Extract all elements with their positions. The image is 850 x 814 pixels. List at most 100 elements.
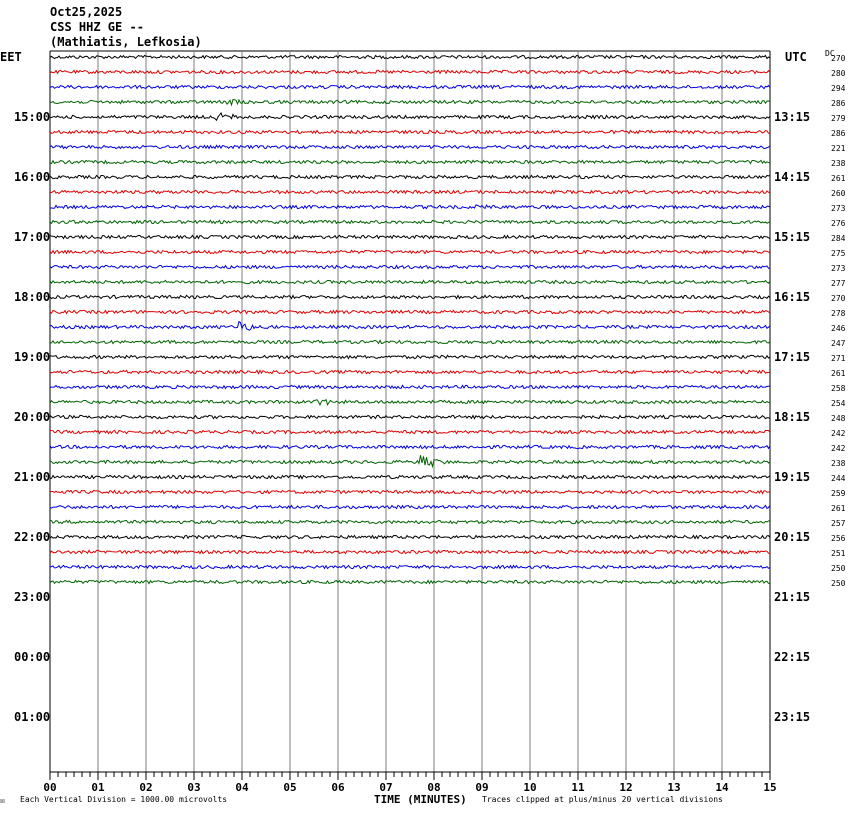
right-hour-label: 16:15 — [774, 290, 810, 304]
right-hour-label: 22:15 — [774, 650, 810, 664]
seismic-trace-line — [49, 249, 771, 255]
right-hour-label: 13:15 — [774, 110, 810, 124]
seismic-trace-line — [49, 579, 771, 585]
x-tick-label: 12 — [619, 781, 632, 794]
dc-offset-label: 286 — [831, 99, 846, 108]
seismic-trace-line — [49, 534, 771, 540]
seismic-trace-line — [49, 129, 771, 135]
right-hour-label: 19:15 — [774, 470, 810, 484]
left-timezone-label: EET — [0, 50, 22, 64]
right-hour-label: 21:15 — [774, 590, 810, 604]
seismic-trace-line — [49, 219, 771, 225]
x-tick-label: 01 — [91, 781, 105, 794]
x-tick-label: 09 — [475, 781, 488, 794]
dc-offset-label: 261 — [831, 174, 846, 183]
right-hour-label: 20:15 — [774, 530, 810, 544]
dc-offset-label: 247 — [831, 339, 846, 348]
seismic-trace-line — [49, 320, 771, 331]
trace-group — [49, 54, 771, 585]
dc-offset-label: 250 — [831, 579, 846, 588]
dc-offset-label: 276 — [831, 219, 846, 228]
left-hour-label: 22:00 — [14, 530, 50, 544]
station-code: CSS HHZ GE -- — [50, 20, 144, 34]
seismic-trace-line — [49, 489, 771, 495]
seismic-trace-line — [50, 519, 771, 525]
dc-offset-label: 270 — [831, 294, 846, 303]
dc-offset-label: 248 — [831, 414, 846, 423]
dc-offset-label: 294 — [831, 84, 846, 93]
grid-lines — [49, 50, 771, 772]
dc-offset-label: 259 — [831, 489, 846, 498]
seismic-trace-line — [49, 54, 771, 60]
seismic-trace-line — [49, 339, 771, 345]
seismic-trace-line — [49, 174, 771, 180]
dc-offset-label: 279 — [831, 114, 846, 123]
seismic-trace-line — [49, 455, 771, 469]
dc-offset-labels: 270 280 294 286 279 286 221 238 261 260 273 276 284 2… — [831, 54, 846, 588]
seismic-trace-line — [49, 354, 771, 360]
dc-offset-label: 250 — [831, 564, 846, 573]
right-hour-label: 14:15 — [774, 170, 810, 184]
dc-offset-label: 286 — [831, 129, 846, 138]
seismic-trace-line — [49, 549, 771, 555]
left-hour-label: 20:00 — [14, 410, 50, 424]
left-hour-label: 01:00 — [14, 710, 50, 724]
x-tick-label: 06 — [331, 781, 345, 794]
corner-mark: ☒ — [0, 796, 5, 805]
seismic-trace-line — [49, 564, 771, 570]
dc-offset-label: 273 — [831, 204, 846, 213]
x-tick-label: 03 — [187, 781, 200, 794]
right-timezone-label: UTC — [785, 50, 807, 64]
dc-offset-label: 261 — [831, 504, 846, 513]
seismic-trace-line — [49, 204, 771, 210]
dc-offset-label: 261 — [831, 369, 846, 378]
left-hour-label: 15:00 — [14, 110, 50, 124]
seismic-trace-line — [49, 504, 771, 510]
vertical-division-note: Each Vertical Division = 1000.00 microvo… — [20, 795, 227, 804]
x-axis: 00 01 02 03 04 05 06 07 08 09 10 11 12 13 14 15 — [43, 771, 777, 794]
dc-offset-label: 275 — [831, 249, 846, 258]
dc-offset-label: 273 — [831, 264, 846, 273]
right-hour-label: 18:15 — [774, 410, 810, 424]
seismic-trace-line — [49, 309, 771, 315]
clip-note: Traces clipped at plus/minus 20 vertical… — [482, 795, 723, 804]
dc-offset-label: 278 — [831, 309, 846, 318]
hour-labels: 15:00 16:00 17:00 18:00 19:00 20:00 21:00 22:00… — [14, 110, 810, 724]
x-tick-label: 05 — [283, 781, 296, 794]
dc-offset-label: 238 — [831, 159, 846, 168]
right-hour-label: 15:15 — [774, 230, 810, 244]
seismic-trace-line — [49, 429, 771, 435]
dc-offset-label: 271 — [831, 354, 846, 363]
dc-offset-label: 221 — [831, 144, 846, 153]
dc-offset-label: 277 — [831, 279, 846, 288]
seismic-trace-line — [49, 189, 771, 195]
x-tick-label: 04 — [235, 781, 249, 794]
left-hour-label: 23:00 — [14, 590, 50, 604]
x-tick-label: 15 — [763, 781, 776, 794]
dc-header-label: DC — [825, 49, 835, 58]
seismic-trace-line — [49, 159, 771, 165]
dc-offset-label: 270 — [831, 54, 846, 63]
seismic-trace-line — [49, 384, 771, 390]
dc-offset-label: 280 — [831, 69, 846, 78]
seismic-trace-line — [49, 234, 771, 240]
seismic-trace-line — [49, 294, 771, 300]
seismic-trace-line — [49, 279, 771, 285]
seismic-trace-line — [49, 474, 771, 480]
dc-offset-label: 244 — [831, 474, 846, 483]
x-tick-label: 02 — [139, 781, 152, 794]
seismic-trace-line — [49, 444, 771, 450]
left-hour-label: 17:00 — [14, 230, 50, 244]
x-tick-label: 07 — [379, 781, 392, 794]
left-hour-label: 18:00 — [14, 290, 50, 304]
dc-offset-label: 242 — [831, 444, 846, 453]
right-hour-label: 23:15 — [774, 710, 810, 724]
x-tick-label: 00 — [43, 781, 56, 794]
dc-offset-label: 238 — [831, 459, 846, 468]
right-hour-label: 17:15 — [774, 350, 810, 364]
x-tick-label: 11 — [571, 781, 585, 794]
x-tick-label: 13 — [667, 781, 680, 794]
plot-date: Oct25,2025 — [50, 5, 122, 19]
dc-offset-label: 256 — [831, 534, 846, 543]
